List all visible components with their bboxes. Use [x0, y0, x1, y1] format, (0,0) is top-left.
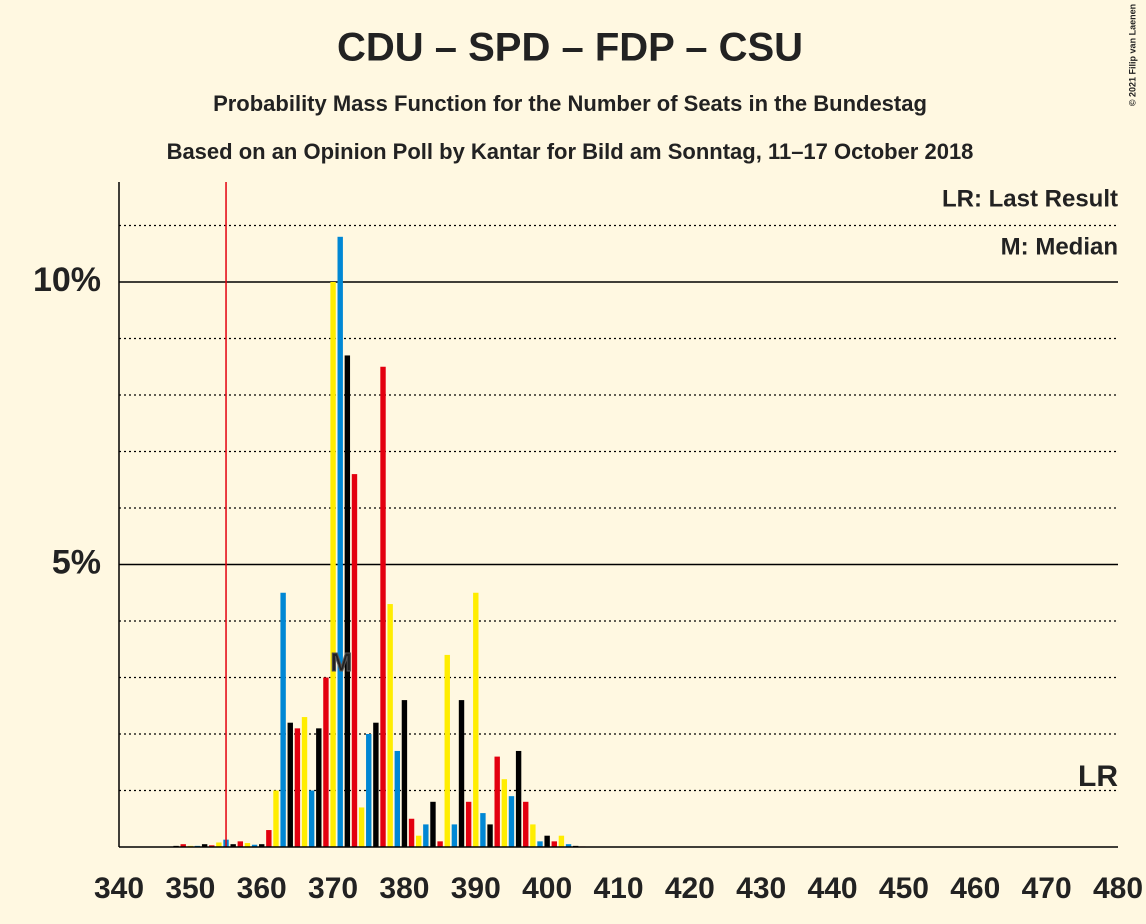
bar — [316, 728, 322, 847]
bar — [373, 722, 379, 847]
x-tick-label: 380 — [379, 872, 429, 905]
bar — [430, 801, 436, 847]
bar — [480, 813, 486, 847]
bar — [280, 592, 286, 847]
x-tick-label: 410 — [593, 872, 643, 905]
bar — [544, 835, 550, 847]
bar — [487, 824, 493, 847]
bar — [301, 717, 308, 847]
bar — [294, 728, 301, 847]
bar — [259, 844, 265, 847]
median-marker: M — [331, 647, 353, 677]
bar — [366, 734, 372, 847]
x-tick-label: 390 — [451, 872, 501, 905]
chart-subtitle: Probability Mass Function for the Number… — [213, 91, 927, 116]
y-tick-label: 5% — [52, 543, 101, 581]
bar — [380, 366, 386, 847]
bar — [180, 844, 186, 847]
bar — [287, 722, 293, 847]
bar — [465, 801, 472, 847]
bar — [523, 801, 529, 847]
chart-subtitle: Based on an Opinion Poll by Kantar for B… — [167, 139, 974, 164]
bar — [230, 844, 236, 847]
bar — [416, 835, 422, 847]
x-tick-label: 440 — [808, 872, 858, 905]
x-tick-label: 340 — [94, 872, 144, 905]
x-tick-label: 420 — [665, 872, 715, 905]
x-tick-label: 430 — [736, 872, 786, 905]
bar — [394, 750, 400, 847]
x-tick-label: 460 — [950, 872, 1000, 905]
bar — [423, 824, 429, 847]
copyright: © 2021 Filip van Laenen — [1127, 4, 1137, 106]
bar — [337, 236, 343, 848]
bar — [558, 835, 565, 847]
bar — [308, 790, 315, 847]
bar — [273, 790, 279, 847]
bar — [408, 818, 415, 847]
bar — [565, 844, 572, 847]
lr-label: LR — [1078, 760, 1118, 793]
bar — [201, 844, 208, 847]
bar — [508, 796, 515, 847]
bar — [530, 824, 536, 847]
bar — [551, 841, 557, 847]
bar — [216, 842, 222, 847]
bar — [537, 841, 543, 847]
bar — [444, 654, 450, 847]
bar — [266, 830, 272, 847]
bar — [251, 844, 258, 847]
bar — [473, 592, 479, 847]
bar — [358, 807, 365, 847]
bar — [344, 355, 351, 847]
bar — [451, 824, 458, 847]
bar — [501, 779, 508, 847]
legend-entry: LR: Last Result — [942, 185, 1118, 212]
bar — [237, 841, 244, 847]
bar — [351, 474, 358, 847]
bar — [494, 756, 500, 847]
x-tick-label: 480 — [1093, 872, 1143, 905]
bar — [458, 700, 465, 847]
legend-entry: M: Median — [1001, 233, 1118, 260]
bar — [323, 677, 329, 847]
x-tick-label: 350 — [165, 872, 215, 905]
bar — [244, 843, 251, 847]
bar — [401, 700, 408, 847]
x-tick-label: 450 — [879, 872, 929, 905]
x-tick-label: 470 — [1022, 872, 1072, 905]
bar — [209, 845, 215, 847]
x-tick-label: 370 — [308, 872, 358, 905]
bar — [515, 750, 522, 847]
chart-title: CDU – SPD – FDP – CSU — [337, 26, 803, 70]
bar — [330, 282, 336, 847]
y-tick-label: 10% — [33, 261, 101, 299]
bar — [437, 841, 443, 847]
x-tick-label: 400 — [522, 872, 572, 905]
bar — [387, 604, 393, 847]
x-tick-label: 360 — [237, 872, 287, 905]
